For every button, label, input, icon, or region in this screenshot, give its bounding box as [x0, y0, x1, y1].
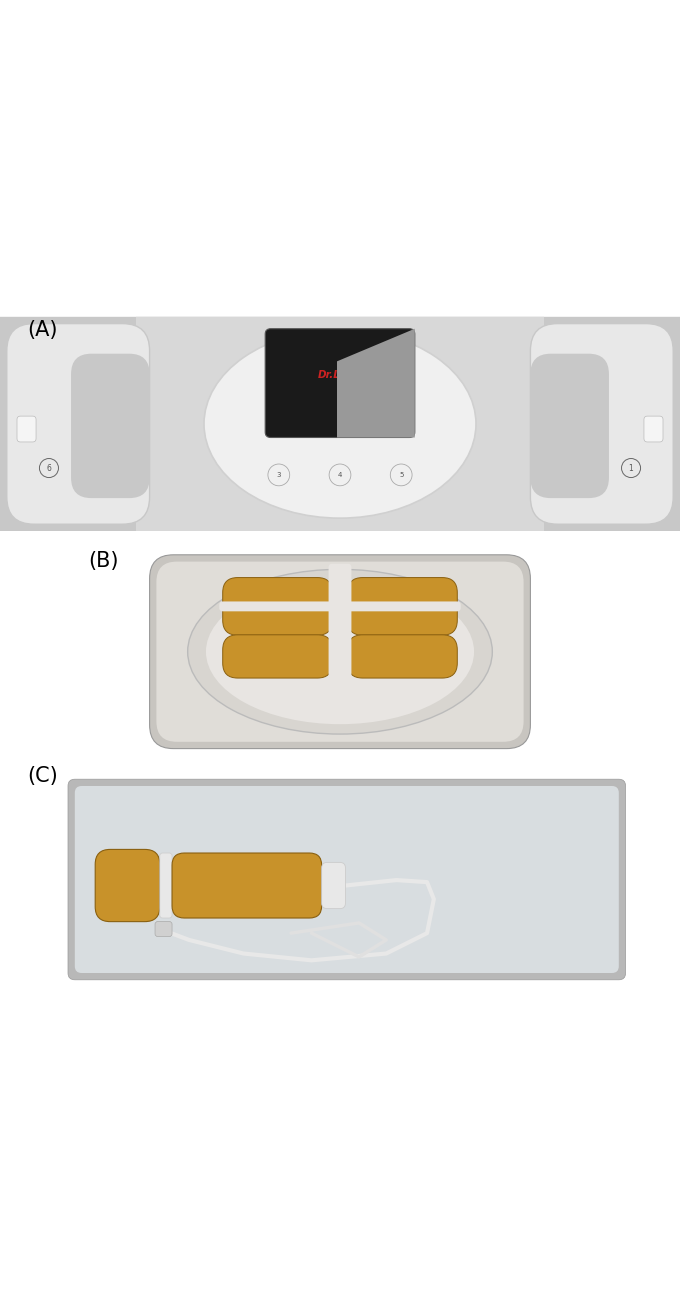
Text: 4: 4 — [338, 472, 342, 478]
FancyBboxPatch shape — [156, 562, 524, 742]
Text: (B): (B) — [88, 551, 119, 572]
Ellipse shape — [188, 569, 492, 734]
FancyBboxPatch shape — [223, 577, 333, 636]
Circle shape — [390, 464, 412, 486]
FancyBboxPatch shape — [530, 354, 609, 498]
FancyBboxPatch shape — [644, 416, 663, 442]
Ellipse shape — [204, 330, 476, 519]
FancyBboxPatch shape — [347, 577, 457, 636]
FancyBboxPatch shape — [17, 416, 36, 442]
FancyBboxPatch shape — [155, 922, 172, 936]
Ellipse shape — [206, 580, 474, 724]
Text: (A): (A) — [27, 320, 58, 341]
FancyBboxPatch shape — [347, 634, 457, 679]
FancyBboxPatch shape — [136, 317, 544, 530]
FancyBboxPatch shape — [172, 853, 322, 918]
Text: 1: 1 — [629, 464, 633, 472]
Polygon shape — [337, 329, 415, 438]
FancyBboxPatch shape — [0, 317, 680, 530]
FancyBboxPatch shape — [75, 786, 619, 972]
FancyBboxPatch shape — [95, 849, 160, 922]
FancyBboxPatch shape — [530, 324, 673, 524]
FancyBboxPatch shape — [220, 602, 460, 611]
FancyBboxPatch shape — [265, 329, 415, 438]
Text: 3: 3 — [277, 472, 281, 478]
FancyBboxPatch shape — [71, 354, 150, 498]
Circle shape — [329, 464, 351, 486]
Text: 6: 6 — [46, 464, 52, 472]
FancyBboxPatch shape — [328, 564, 352, 685]
Circle shape — [268, 464, 290, 486]
FancyBboxPatch shape — [160, 853, 172, 918]
FancyBboxPatch shape — [322, 862, 345, 909]
FancyBboxPatch shape — [223, 634, 333, 679]
Text: Dr.Lady: Dr.Lady — [318, 370, 362, 380]
FancyBboxPatch shape — [7, 324, 150, 524]
FancyBboxPatch shape — [325, 337, 355, 354]
Text: (C): (C) — [27, 766, 58, 785]
FancyBboxPatch shape — [150, 555, 530, 749]
FancyBboxPatch shape — [68, 779, 626, 980]
Text: 5: 5 — [399, 472, 403, 478]
